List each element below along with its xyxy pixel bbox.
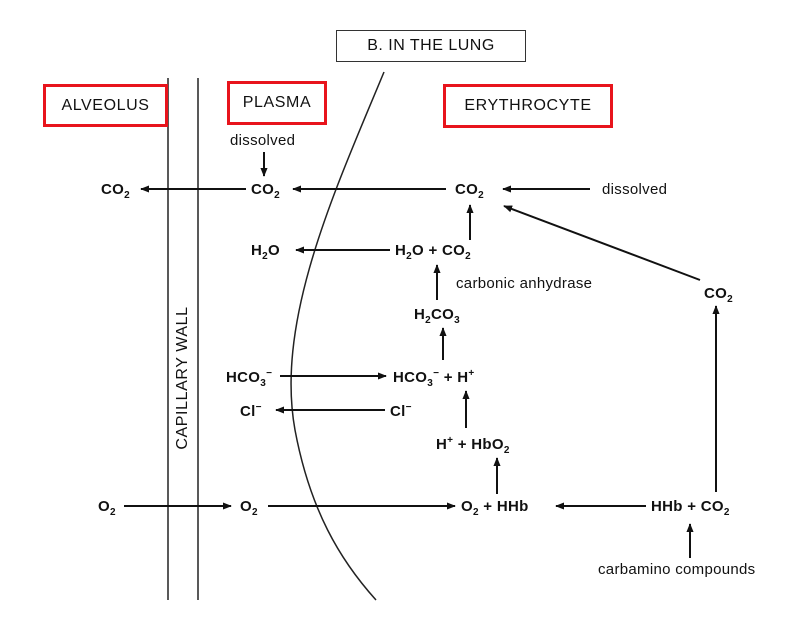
hco3-h-erythrocyte: HCO3− + H+ xyxy=(393,368,475,389)
co2-erythrocyte: CO2 xyxy=(455,181,484,201)
note-dissolved-rbc: dissolved xyxy=(602,181,668,198)
h2co3-erythrocyte: H2CO3 xyxy=(414,306,460,326)
co2-right-erythrocyte: CO2 xyxy=(704,285,733,305)
hhb-co2-erythrocyte: HHb + CO2 xyxy=(651,498,730,518)
o2-hhb-erythrocyte: O2 + HHb xyxy=(461,498,529,518)
erythrocyte-label: ERYTHROCYTE xyxy=(443,84,613,128)
note-dissolved-plasma: dissolved xyxy=(230,132,296,149)
cl-plasma: Cl− xyxy=(240,402,262,420)
h2o-plasma: H2O xyxy=(251,242,280,262)
cl-erythrocyte: Cl− xyxy=(390,402,412,420)
note-carbonic-anhydrase: carbonic anhydrase xyxy=(456,275,593,292)
h2o-co2-erythrocyte: H2O + CO2 xyxy=(395,242,471,262)
co2-alveolus: CO2 xyxy=(101,181,130,201)
diagram-title: B. IN THE LUNG xyxy=(336,30,526,62)
arrow-right-co2-to-rbc-co2 xyxy=(503,205,701,281)
alveolus-label: ALVEOLUS xyxy=(43,84,168,127)
hco3-plasma: HCO3− xyxy=(226,368,273,389)
h-hbo2-erythrocyte: H+ + HbO2 xyxy=(436,435,510,456)
plasma-label: PLASMA xyxy=(227,81,327,125)
o2-alveolus: O2 xyxy=(98,498,116,518)
co2-plasma: CO2 xyxy=(251,181,280,201)
note-carbamino-compounds: carbamino compounds xyxy=(598,561,756,578)
o2-plasma: O2 xyxy=(240,498,258,518)
erythrocyte-membrane xyxy=(290,71,385,601)
capillary-wall-label: CAPILLARY WALL xyxy=(174,306,191,450)
